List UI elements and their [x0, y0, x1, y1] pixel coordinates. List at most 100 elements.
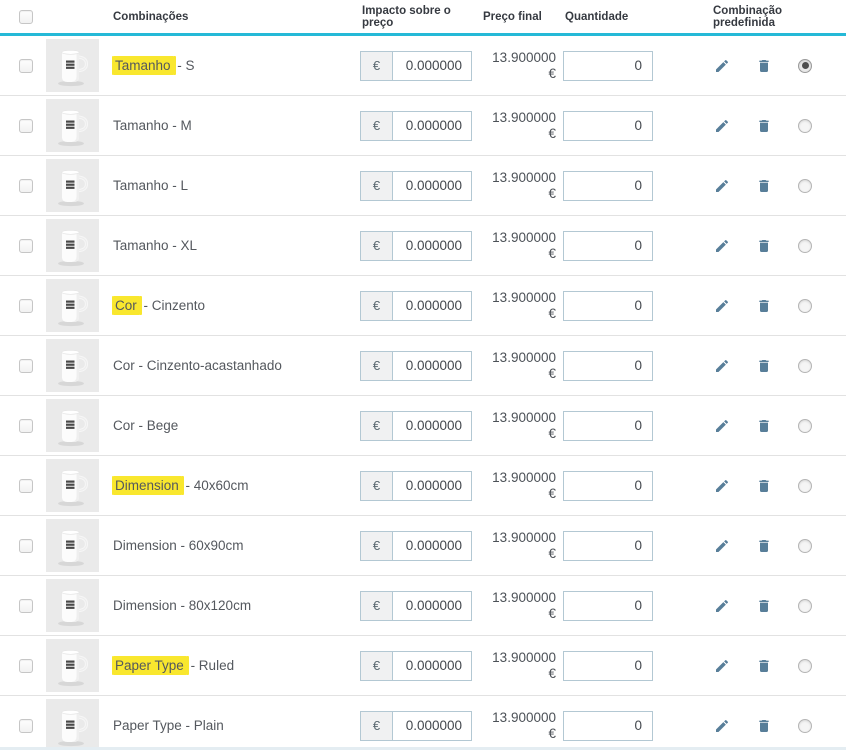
row-checkbox[interactable]: [19, 598, 33, 613]
quantity-input[interactable]: [563, 530, 653, 561]
final-price-amount: 13.900000: [492, 649, 556, 665]
price-impact-input[interactable]: [393, 650, 472, 681]
quantity-input[interactable]: [563, 410, 653, 441]
price-impact-field: €: [360, 530, 480, 561]
edit-pencil-icon[interactable]: [714, 58, 730, 74]
default-combination-radio[interactable]: [798, 418, 812, 433]
quantity-input[interactable]: [563, 650, 653, 681]
price-impact-input[interactable]: [393, 590, 472, 621]
final-price-value: 13.900000 €: [480, 650, 558, 682]
select-all-checkbox[interactable]: [19, 9, 33, 24]
default-combination-radio[interactable]: [798, 538, 812, 553]
delete-trash-icon[interactable]: [756, 718, 772, 734]
final-price-currency: €: [548, 665, 556, 681]
row-checkbox[interactable]: [19, 658, 33, 673]
row-checkbox[interactable]: [19, 718, 33, 733]
price-impact-input[interactable]: [393, 290, 472, 321]
quantity-input[interactable]: [563, 50, 653, 81]
row-checkbox[interactable]: [19, 418, 33, 433]
edit-pencil-icon[interactable]: [714, 238, 730, 254]
delete-trash-icon[interactable]: [756, 538, 772, 554]
edit-pencil-icon[interactable]: [714, 598, 730, 614]
quantity-input[interactable]: [563, 710, 653, 741]
quantity-input[interactable]: [563, 470, 653, 501]
default-combination-radio[interactable]: [798, 58, 812, 73]
combination-name-text: - Ruled: [186, 658, 235, 673]
price-impact-input[interactable]: [393, 530, 472, 561]
edit-pencil-icon[interactable]: [714, 718, 730, 734]
row-checkbox[interactable]: [19, 358, 33, 373]
table-row: Tamanho - M € 13.900000 €: [0, 96, 846, 156]
edit-pencil-icon[interactable]: [714, 478, 730, 494]
default-combination-radio[interactable]: [798, 118, 812, 133]
delete-trash-icon[interactable]: [756, 178, 772, 194]
table-row: Dimension - 60x90cm € 13.900000 €: [0, 516, 846, 576]
edit-pencil-icon[interactable]: [714, 178, 730, 194]
price-impact-input[interactable]: [393, 710, 472, 741]
row-checkbox[interactable]: [19, 478, 33, 493]
default-combination-radio[interactable]: [798, 718, 812, 733]
default-combination-radio[interactable]: [798, 598, 812, 613]
row-checkbox[interactable]: [19, 118, 33, 133]
column-header-quantity: Quantidade: [565, 10, 629, 23]
default-combination-radio[interactable]: [798, 658, 812, 673]
default-combination-radio[interactable]: [798, 478, 812, 493]
row-checkbox[interactable]: [19, 538, 33, 553]
quantity-input[interactable]: [563, 590, 653, 621]
price-impact-input[interactable]: [393, 170, 472, 201]
combination-name: Tamanho - L: [110, 178, 360, 193]
default-combination-radio[interactable]: [798, 238, 812, 253]
price-impact-input[interactable]: [393, 410, 472, 441]
final-price-currency: €: [548, 305, 556, 321]
final-price-value: 13.900000 €: [480, 230, 558, 262]
delete-trash-icon[interactable]: [756, 298, 772, 314]
combination-name: Paper Type - Ruled: [110, 656, 360, 675]
combination-name: Cor - Cinzento: [110, 296, 360, 315]
delete-trash-icon[interactable]: [756, 418, 772, 434]
price-impact-input[interactable]: [393, 50, 472, 81]
quantity-input[interactable]: [563, 350, 653, 381]
delete-trash-icon[interactable]: [756, 598, 772, 614]
default-combination-radio[interactable]: [798, 298, 812, 313]
quantity-input[interactable]: [563, 230, 653, 261]
edit-pencil-icon[interactable]: [714, 538, 730, 554]
table-row: Dimension - 80x120cm € 13.900000 €: [0, 576, 846, 636]
currency-addon: €: [360, 170, 393, 201]
delete-trash-icon[interactable]: [756, 478, 772, 494]
price-impact-input[interactable]: [393, 110, 472, 141]
row-checkbox[interactable]: [19, 58, 33, 73]
combination-name-text: Tamanho - XL: [113, 238, 198, 253]
price-impact-field: €: [360, 710, 480, 741]
quantity-input[interactable]: [563, 110, 653, 141]
edit-pencil-icon[interactable]: [714, 418, 730, 434]
final-price-value: 13.900000 €: [480, 290, 558, 322]
row-checkbox[interactable]: [19, 238, 33, 253]
final-price-currency: €: [548, 485, 556, 501]
combination-name-highlighted-part: Cor: [113, 296, 140, 315]
final-price-amount: 13.900000: [492, 349, 556, 365]
product-thumbnail-mug-image: [46, 39, 99, 92]
final-price-currency: €: [548, 245, 556, 261]
delete-trash-icon[interactable]: [756, 118, 772, 134]
bottom-divider: [0, 747, 846, 750]
quantity-input[interactable]: [563, 170, 653, 201]
product-thumbnail-mug-image: [46, 519, 99, 572]
price-impact-input[interactable]: [393, 350, 472, 381]
edit-pencil-icon[interactable]: [714, 658, 730, 674]
delete-trash-icon[interactable]: [756, 238, 772, 254]
edit-pencil-icon[interactable]: [714, 118, 730, 134]
final-price-value: 13.900000 €: [480, 350, 558, 382]
combination-name: Cor - Cinzento-acastanhado: [110, 358, 360, 373]
price-impact-input[interactable]: [393, 230, 472, 261]
quantity-input[interactable]: [563, 290, 653, 321]
delete-trash-icon[interactable]: [756, 658, 772, 674]
row-checkbox[interactable]: [19, 298, 33, 313]
default-combination-radio[interactable]: [798, 178, 812, 193]
default-combination-radio[interactable]: [798, 358, 812, 373]
delete-trash-icon[interactable]: [756, 58, 772, 74]
edit-pencil-icon[interactable]: [714, 358, 730, 374]
edit-pencil-icon[interactable]: [714, 298, 730, 314]
row-checkbox[interactable]: [19, 178, 33, 193]
delete-trash-icon[interactable]: [756, 358, 772, 374]
price-impact-input[interactable]: [393, 470, 472, 501]
